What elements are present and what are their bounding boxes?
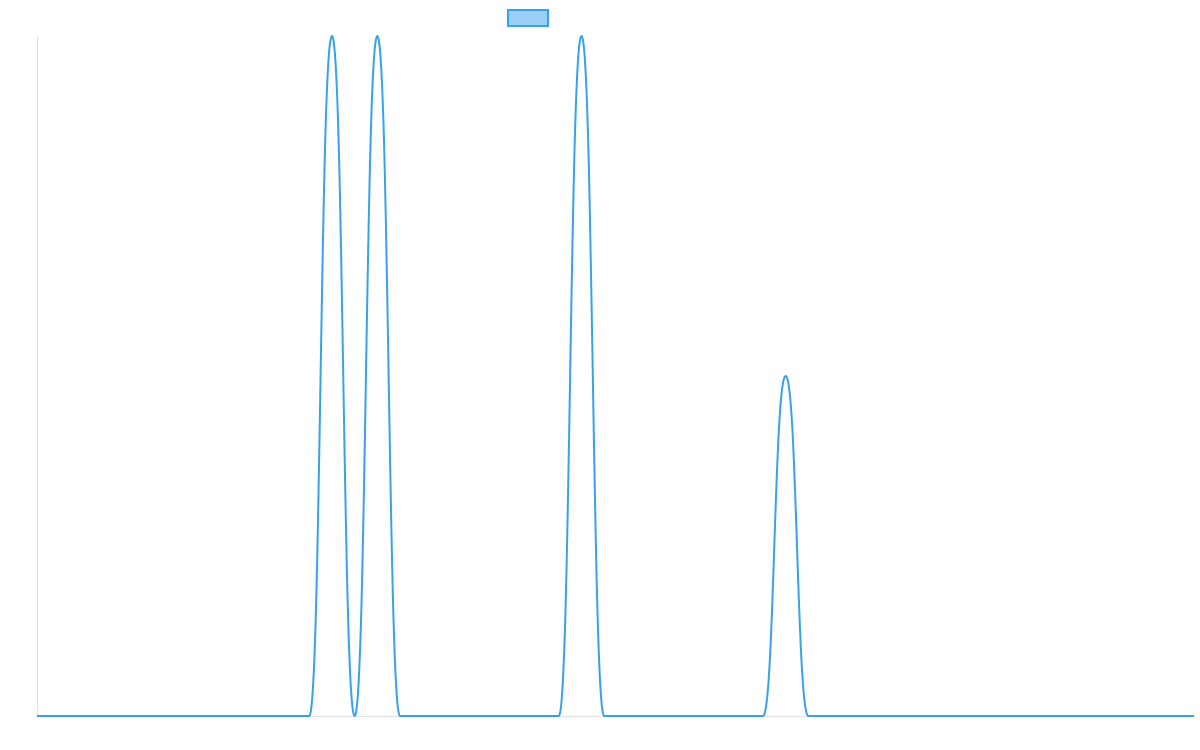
series-line xyxy=(37,34,1194,718)
legend-swatch[interactable] xyxy=(507,9,549,27)
